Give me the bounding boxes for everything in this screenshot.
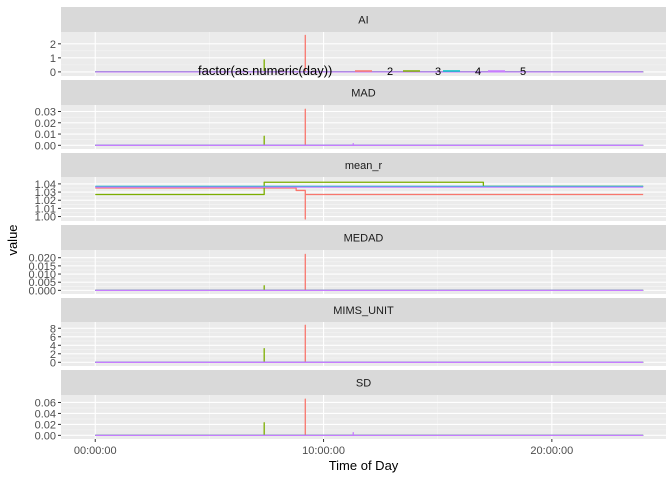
facet-panel-mean_r: mean_r 1.001.011.021.031.04 [35, 153, 666, 224]
y-tick-label: 1.02 [35, 195, 56, 207]
y-tick-label: 2 [50, 39, 56, 51]
legend-label-5: 5 [520, 66, 526, 78]
y-tick-label: 0.010 [28, 269, 56, 281]
y-tick-label: 0.020 [28, 253, 56, 265]
panel-background [61, 322, 666, 366]
facet-strip [61, 7, 666, 32]
legend: factor(as.numeric(day)) 2 3 4 5 [198, 63, 526, 78]
series-line-5 [95, 142, 644, 146]
facet-strip [61, 80, 666, 105]
y-tick-label: 2 [50, 349, 56, 361]
y-tick-label: 1.01 [35, 203, 56, 215]
facet-panel-sd: SD 0.000.020.040.06 [35, 370, 666, 442]
y-tick-label: 0.02 [35, 419, 56, 431]
panel-background [61, 395, 666, 439]
facet-strip [61, 153, 666, 177]
y-tick-label: 4 [50, 340, 56, 352]
facet-panel-ai: AI 0 1 2 [50, 7, 666, 79]
y-tick-label: 1.00 [35, 212, 56, 224]
facet-strip-label: mean_r [345, 160, 383, 172]
legend-label-2: 2 [387, 66, 393, 78]
facet-strip-label: AI [358, 15, 368, 27]
series-line-2 [95, 187, 644, 220]
facet-strip-label: MAD [351, 88, 376, 100]
panel-background [61, 250, 666, 294]
y-tick-label: 0.02 [35, 118, 56, 130]
x-axis-title: Time of Day [329, 458, 399, 473]
facet-strip [61, 298, 666, 322]
y-tick-label: 0.00 [35, 140, 56, 152]
y-tick-label: 0 [50, 357, 56, 369]
facet-strip [61, 370, 666, 395]
x-tick-label: 00:00:00 [74, 445, 117, 457]
x-tick-label: 20:00:00 [530, 445, 573, 457]
panel-background [61, 105, 666, 149]
y-tick-label: 1.04 [35, 179, 56, 191]
y-tick-label: 0.000 [28, 285, 56, 297]
y-tick-label: 1.03 [35, 187, 56, 199]
y-tick-label: 0.00 [35, 430, 56, 442]
facet-panel-mad: MAD 0.000.010.020.03 [35, 80, 666, 152]
y-tick-label: 0.015 [28, 261, 56, 273]
y-tick-label: 1 [50, 53, 56, 65]
x-tick-label: 10:00:00 [302, 445, 345, 457]
facet-strip [61, 225, 666, 250]
y-tick-label: 8 [50, 323, 56, 335]
facet-strip-label: MEDAD [344, 233, 384, 245]
y-tick-label: 0.04 [35, 408, 56, 420]
y-axis-title: value [5, 224, 20, 255]
y-tick-label: 0 [50, 67, 56, 79]
panel-background [61, 32, 666, 76]
y-tick-label: 6 [50, 332, 56, 344]
y-tick-label: 0.01 [35, 129, 56, 141]
legend-label-3: 3 [435, 66, 441, 78]
y-tick-label: 0.005 [28, 277, 56, 289]
y-tick-label: 0.03 [35, 107, 56, 119]
facet-strip-label: MIMS_UNIT [333, 305, 394, 317]
legend-label-4: 4 [475, 66, 481, 78]
facet-strip-label: SD [356, 378, 371, 390]
legend-title: factor(as.numeric(day)) [198, 63, 332, 78]
y-tick-label: 0.06 [35, 397, 56, 409]
series-line-5 [95, 431, 644, 437]
